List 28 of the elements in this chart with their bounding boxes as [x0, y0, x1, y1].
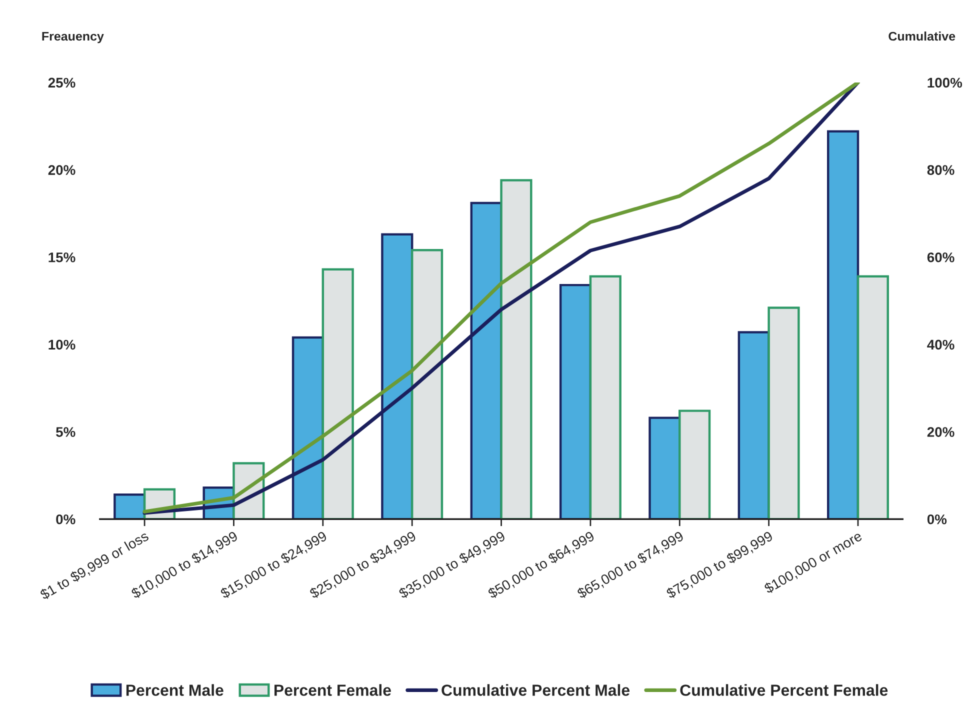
bar — [738, 331, 770, 520]
legend-label: Cumulative Percent Female — [680, 684, 888, 696]
y-tick-label: 5% — [56, 427, 76, 437]
bar — [648, 416, 681, 520]
y-tick-label: 20% — [48, 165, 76, 175]
y2-tick-label: 40% — [927, 340, 954, 350]
bar — [856, 275, 889, 520]
y2-tick-label: 60% — [927, 252, 954, 262]
y2-tick-label: 100% — [928, 78, 962, 88]
y-tick-label: 10% — [48, 340, 76, 350]
y2-axis-title: Cumulative — [888, 32, 956, 41]
y-tick-label: 15% — [48, 252, 76, 262]
bar — [322, 268, 354, 520]
bar — [589, 275, 622, 520]
y2-tick-label: 20% — [927, 427, 954, 437]
legend-label: Cumulative Percent Male — [442, 684, 630, 696]
legend-label: Percent Male — [126, 684, 224, 696]
y-axis-title: Freauency — [42, 32, 104, 44]
bar — [827, 130, 860, 520]
y2-tick-label: 80% — [927, 165, 954, 175]
bar — [410, 249, 444, 520]
y-tick-label: 0% — [56, 514, 76, 524]
bar — [500, 179, 532, 520]
legend-label: Percent Female — [274, 684, 391, 696]
y2-tick-label: 0% — [927, 514, 947, 524]
y-tick-label: 25% — [48, 78, 76, 88]
bar — [768, 306, 800, 520]
bar — [678, 410, 711, 520]
